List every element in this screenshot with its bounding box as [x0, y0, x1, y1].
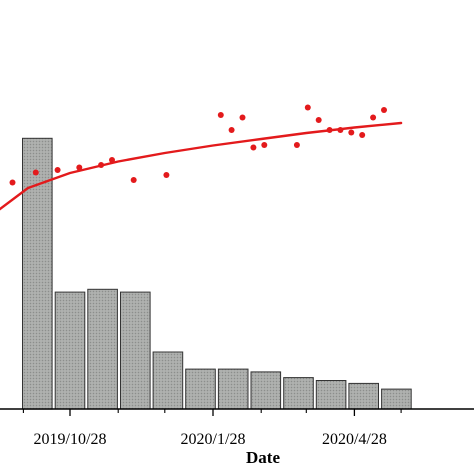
data-point: [359, 132, 366, 138]
data-point: [293, 142, 300, 148]
data-point: [9, 179, 16, 186]
data-point: [54, 167, 61, 173]
data-point: [130, 177, 137, 183]
data-point: [239, 114, 246, 121]
bar: [185, 368, 216, 410]
x-tick-label: 2019/10/28: [34, 431, 107, 448]
bar: [54, 291, 86, 410]
data-point: [217, 112, 224, 118]
data-point: [109, 157, 115, 163]
bar: [87, 288, 118, 410]
data-point: [76, 164, 83, 171]
data-point: [163, 172, 170, 178]
data-point: [32, 169, 39, 176]
x-tick-label: 2020/1/28: [181, 431, 246, 448]
data-point: [98, 162, 105, 168]
data-point: [261, 142, 268, 148]
bar: [22, 137, 53, 410]
data-point: [370, 114, 377, 121]
bar: [120, 291, 151, 410]
x-axis-title: Date: [246, 448, 280, 467]
data-point: [250, 144, 257, 151]
bar: [381, 388, 412, 410]
bar: [250, 371, 282, 410]
bar: [152, 351, 184, 410]
bar: [283, 377, 314, 410]
data-point: [326, 127, 333, 133]
trend-layer: [0, 121, 403, 211]
bar: [348, 382, 379, 410]
bars-layer: [22, 137, 412, 410]
x-tick-label: 2020/4/28: [322, 431, 387, 448]
points-layer: [9, 104, 387, 186]
data-point: [381, 107, 387, 113]
trend-line: [0, 121, 403, 211]
data-point: [228, 127, 235, 133]
data-point: [348, 129, 355, 136]
bar: [315, 380, 347, 410]
bar: [217, 368, 249, 410]
data-point: [337, 127, 344, 133]
data-point: [304, 104, 311, 111]
data-point: [315, 117, 322, 123]
